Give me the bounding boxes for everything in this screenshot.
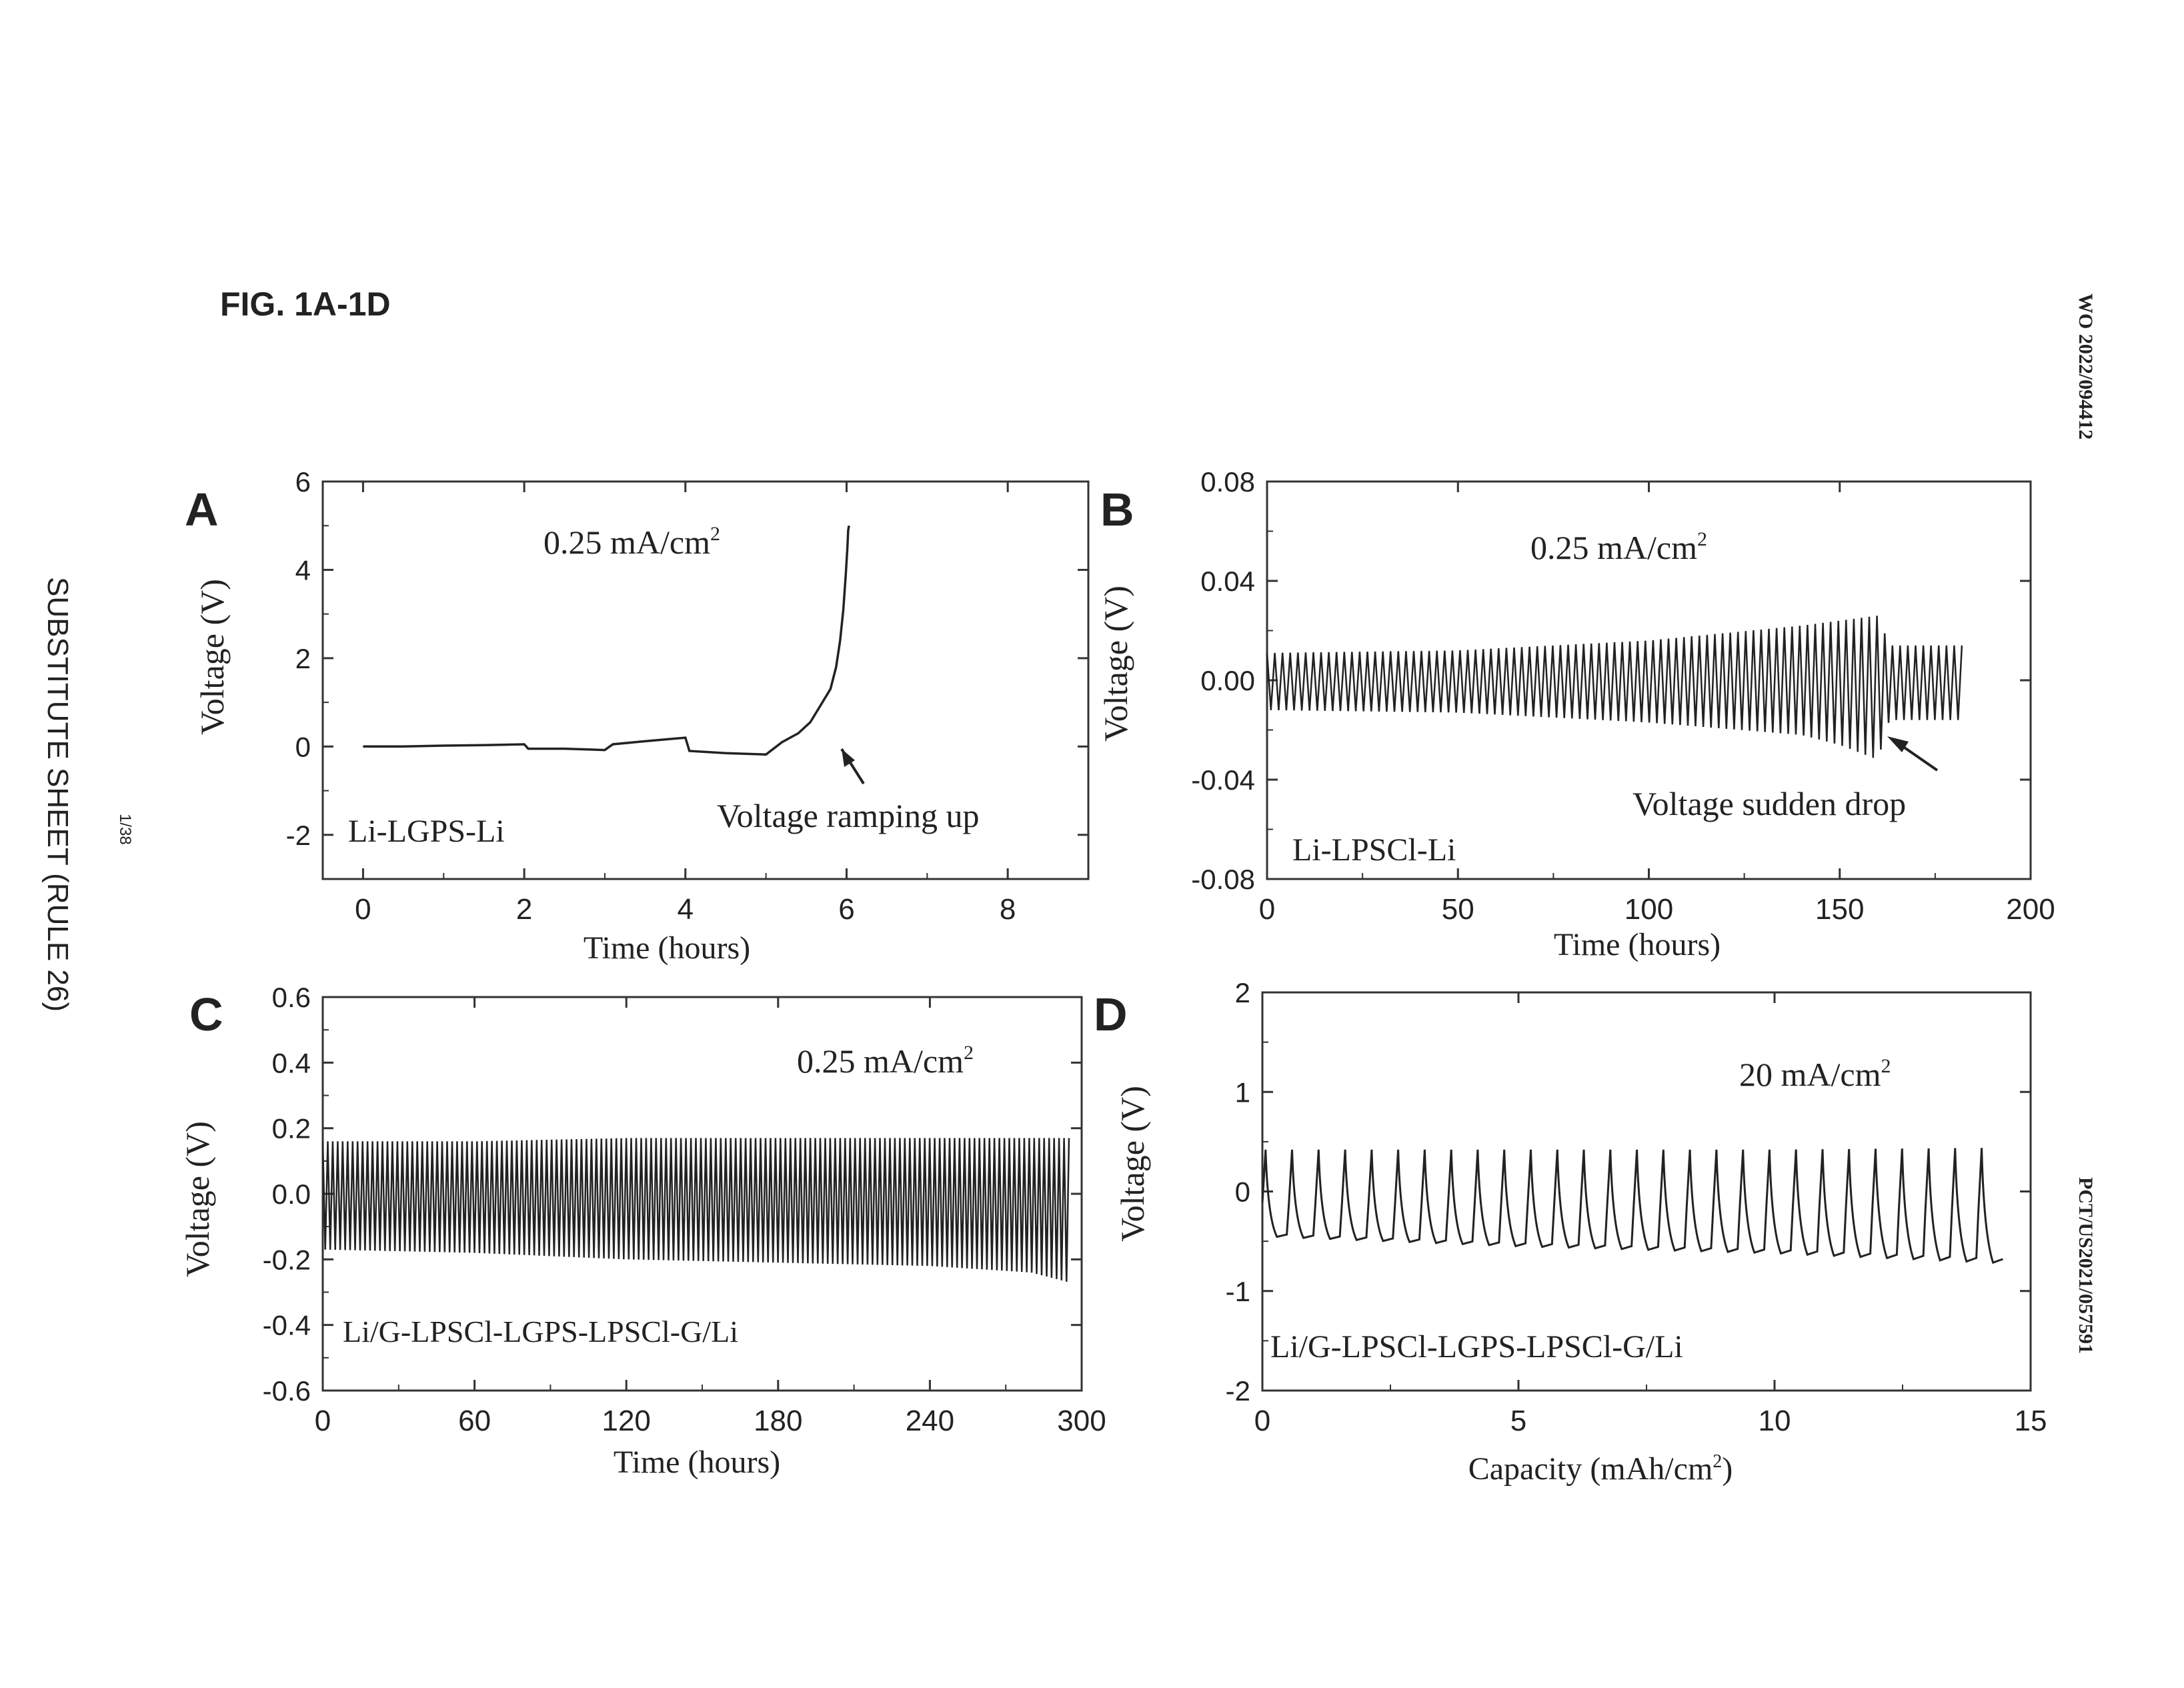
chart-panel-a: A 0 2 4 6 8 -2 0 2 4 6 0.25 mA/cm2 Li-LGPS-Li Vol… <box>185 466 1088 966</box>
annotation-b: Voltage sudden drop <box>1632 785 1906 822</box>
cell-label-d: Li/G-LPSCl-LGPS-LPSCl-G/Li <box>1270 1329 1683 1365</box>
y-tick-label-c: 0.6 <box>272 982 311 1013</box>
y-axis-label-b: Voltage (V) <box>1097 586 1134 742</box>
x-tick-label-d: 10 <box>1759 1405 1791 1437</box>
x-tick-label-b: 200 <box>2006 893 2055 926</box>
current-density-a: 0.25 mA/cm2 <box>543 523 720 561</box>
x-tick-label-d: 5 <box>1510 1405 1526 1437</box>
y-tick-label-b: 0.00 <box>1200 665 1255 696</box>
y-tick-label-c: 0.4 <box>272 1047 311 1078</box>
x-axis-label-a: Time (hours) <box>584 930 750 966</box>
y-tick-label-d: 1 <box>1235 1076 1250 1108</box>
current-density-b: 0.25 mA/cm2 <box>1530 528 1707 566</box>
x-axis-label-c: Time (hours) <box>614 1445 780 1480</box>
right-bottom-text: PCT/US2021/057591 <box>2075 1177 2097 1354</box>
y-tick-label-d: -1 <box>1226 1276 1250 1307</box>
x-tick-label-c: 240 <box>906 1405 954 1437</box>
cell-label-b: Li-LPSCl-Li <box>1292 832 1456 868</box>
x-tick-label-a: 2 <box>516 893 532 926</box>
y-tick-label-d: 0 <box>1235 1176 1250 1208</box>
x-tick-label-d: 15 <box>2015 1405 2047 1437</box>
panel-letter-a: A <box>185 484 219 536</box>
x-tick-label-d: 0 <box>1254 1405 1270 1437</box>
y-tick-label-a: -2 <box>286 820 311 851</box>
x-tick-label-b: 150 <box>1815 893 1864 926</box>
y-tick-label-b: -0.08 <box>1191 864 1255 895</box>
x-tick-label-c: 60 <box>458 1405 491 1437</box>
y-tick-label-c: 0.2 <box>272 1113 311 1144</box>
y-axis-label-a: Voltage (V) <box>193 579 231 735</box>
x-tick-label-c: 180 <box>754 1405 802 1437</box>
x-tick-label-c: 300 <box>1057 1405 1106 1437</box>
y-tick-label-a: 6 <box>295 466 311 498</box>
y-tick-label-d: -2 <box>1226 1375 1250 1407</box>
annotation-arrow-b <box>1887 736 1937 770</box>
cell-label-c: Li/G-LPSCl-LGPS-LPSCl-G/Li <box>343 1315 738 1349</box>
x-tick-label-a: 8 <box>1000 893 1016 926</box>
cell-label-a: Li-LGPS-Li <box>348 814 505 849</box>
y-tick-label-b: 0.04 <box>1200 566 1255 597</box>
x-tick-label-b: 0 <box>1259 893 1275 926</box>
series-line-b <box>1267 616 1962 758</box>
chart-panel-d: D 0 5 10 15 -2 -1 0 1 2 20 mA/cm2 Li/G-LPSCl-LGP… <box>1094 977 2047 1487</box>
annotation-arrow-a <box>842 749 864 784</box>
panel-letter-b: B <box>1100 484 1134 536</box>
page-number: 1/38 <box>116 814 134 845</box>
x-tick-label-a: 6 <box>838 893 854 926</box>
y-axis-label-c: Voltage (V) <box>179 1121 216 1277</box>
series-line-c <box>323 1138 1069 1281</box>
series-line-d <box>1262 1148 2003 1262</box>
current-density-d: 20 mA/cm2 <box>1739 1055 1891 1093</box>
x-axis-label-d: Capacity (mAh/cm2) <box>1468 1451 1733 1487</box>
y-axis-label-d: Voltage (V) <box>1114 1086 1151 1242</box>
y-tick-label-c: -0.4 <box>263 1310 311 1341</box>
y-tick-label-d: 2 <box>1235 977 1250 1008</box>
y-tick-label-c: -0.2 <box>263 1244 311 1275</box>
y-tick-label-a: 0 <box>295 731 311 762</box>
y-tick-label-c: -0.6 <box>263 1375 311 1407</box>
figure-title: FIG. 1A-1D <box>220 285 391 323</box>
y-tick-label-b: -0.04 <box>1191 764 1255 796</box>
plot-area-c: 0 60 120 180 240 300 -0.6 -0.4 -0.2 0.0 0.2 0.4 0.6 <box>263 982 1106 1437</box>
y-tick-label-a: 4 <box>295 554 311 586</box>
left-margin-text: SUBSTITUTE SHEET (RULE 26) <box>41 577 74 1012</box>
current-density-c: 0.25 mA/cm2 <box>797 1042 974 1080</box>
x-tick-label-b: 100 <box>1624 893 1673 926</box>
panel-letter-c: C <box>189 988 223 1040</box>
x-axis-label-b: Time (hours) <box>1554 927 1721 962</box>
y-tick-label-a: 2 <box>295 643 311 674</box>
x-tick-label-a: 4 <box>678 893 694 926</box>
chart-panel-b: B 0 50 100 150 200 -0.08 -0.04 0.00 0.04 0.08 0.2… <box>1097 466 2055 962</box>
x-tick-label-c: 120 <box>602 1405 650 1437</box>
annotation-a: Voltage ramping up <box>717 797 979 834</box>
x-tick-label-c: 0 <box>315 1405 331 1437</box>
panel-letter-d: D <box>1094 988 1128 1040</box>
y-tick-label-b: 0.08 <box>1200 466 1255 498</box>
y-tick-label-c: 0.0 <box>272 1178 311 1210</box>
right-top-text: WO 2022/094412 <box>2075 293 2097 440</box>
x-tick-label-a: 0 <box>355 893 371 926</box>
chart-panel-c: C 0 60 120 180 240 300 -0.6 -0.4 -0.2 0.0 0.2 0.4 0.… <box>179 982 1106 1480</box>
x-tick-label-b: 50 <box>1442 893 1474 926</box>
plot-area-d: 0 5 10 15 -2 -1 0 1 2 <box>1226 977 2047 1437</box>
